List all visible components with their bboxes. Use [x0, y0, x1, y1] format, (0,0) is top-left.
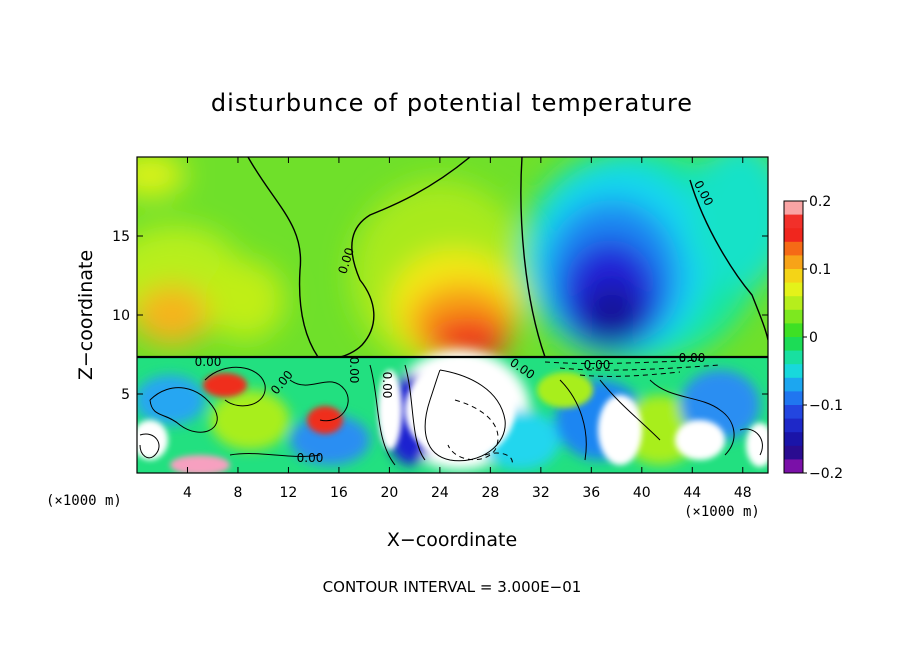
negative-contour-lines — [447, 359, 721, 466]
zero-contour-lines — [137, 157, 768, 359]
boundary-layer-turbulence — [137, 350, 768, 473]
colorbar-band — [784, 350, 803, 365]
colorbar-band — [784, 391, 803, 406]
colorbar-band — [784, 323, 803, 338]
colorbar-swatches — [784, 201, 803, 474]
x-tick-label: 48 — [734, 485, 752, 501]
colorbar-tick-label: 0.1 — [809, 262, 831, 278]
contour-label: 0.00 — [347, 357, 361, 384]
contour-label: 0.00 — [584, 358, 611, 372]
x-axis-label: X−coordinate — [387, 529, 517, 551]
x-tick-label: 32 — [532, 485, 550, 501]
colorbar-band — [784, 459, 803, 474]
x-tick-label: 4 — [183, 485, 192, 501]
x-tick-label: 16 — [330, 485, 348, 501]
x-tick-label: 28 — [481, 485, 499, 501]
x-tick-label: 36 — [582, 485, 600, 501]
colorbar-band — [784, 214, 803, 229]
boundary-layer-contours — [139, 364, 763, 466]
colorbar: 0.2 0.1 0 −0.1 −0.2 — [783, 194, 843, 482]
x-tick-label: 24 — [431, 485, 449, 501]
colorbar-band — [784, 445, 803, 460]
x-axis: 4 8 12 16 20 24 28 32 36 40 44 48 — [183, 157, 752, 501]
colorbar-band — [784, 269, 803, 284]
contour-label: 0.00 — [679, 351, 706, 365]
colorbar-band — [784, 405, 803, 420]
colorbar-band — [784, 282, 803, 297]
colorbar-band — [784, 309, 803, 324]
colorbar-band — [784, 296, 803, 311]
colorbar-tick-label: −0.2 — [809, 466, 843, 482]
y-tick-label: 5 — [121, 387, 130, 403]
contour-interval-note: CONTOUR INTERVAL = 3.000E−01 — [323, 578, 582, 596]
y-axis-label: Z−coordinate — [75, 250, 97, 380]
heatmap-field: 0.00 0.00 0.00 0.00 0.00 0.00 0.00 0.00 … — [137, 157, 768, 473]
contour-label: 0.00 — [380, 372, 394, 399]
contour-label: 0.00 — [297, 451, 324, 465]
x-tick-label: 40 — [633, 485, 651, 501]
colorbar-band — [784, 228, 803, 243]
y-axis: 5 10 15 — [112, 229, 768, 403]
x-tick-label: 12 — [280, 485, 298, 501]
x-tick-label: 8 — [233, 485, 242, 501]
chart-title: disturbunce of potential temperature — [211, 89, 693, 117]
colorbar-band — [784, 241, 803, 256]
y-tick-label: 15 — [112, 229, 130, 245]
x-tick-label: 20 — [380, 485, 398, 501]
colorbar-tick-label: 0.2 — [809, 194, 831, 210]
x-unit-left: (×1000 m) — [46, 493, 122, 509]
colorbar-band — [784, 377, 803, 392]
colorbar-band — [784, 255, 803, 270]
colorbar-band — [784, 364, 803, 379]
colorbar-band — [784, 432, 803, 447]
upper-layer-anomalies — [137, 157, 768, 370]
x-unit-right: (×1000 m) — [684, 504, 760, 520]
colorbar-band — [784, 337, 803, 352]
contour-label: 0.00 — [195, 355, 222, 369]
colorbar-tick-label: 0 — [809, 330, 818, 346]
colorbar-tick-label: −0.1 — [809, 398, 843, 414]
y-tick-label: 10 — [112, 308, 130, 324]
x-tick-label: 44 — [683, 485, 701, 501]
colorbar-band — [784, 418, 803, 433]
colorbar-band — [784, 201, 803, 216]
colorbar-ticks: 0.2 0.1 0 −0.1 −0.2 — [803, 194, 843, 482]
